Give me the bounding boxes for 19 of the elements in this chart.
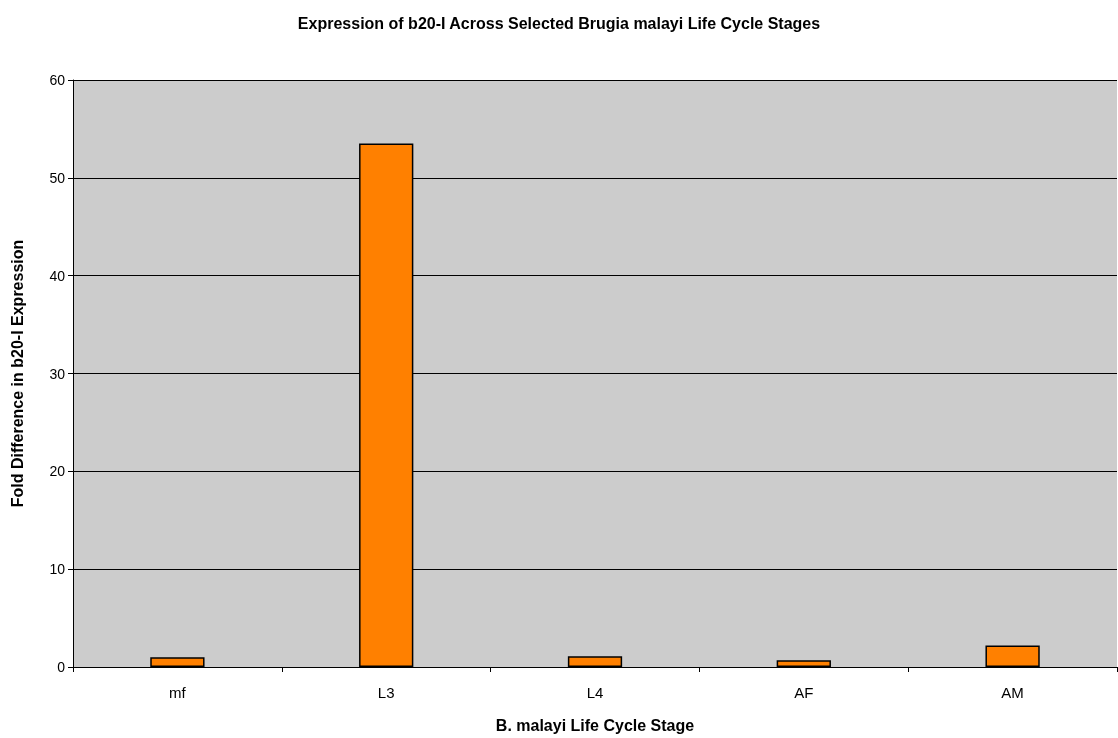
x-tick-label: AM: [1001, 684, 1024, 701]
x-tick-label: L3: [377, 684, 395, 701]
x-tick-label: mf: [169, 684, 187, 701]
y-tick-label: 10: [49, 561, 66, 578]
y-tick-label: 20: [49, 463, 66, 480]
y-tick-label: 50: [49, 169, 66, 186]
y-tick-label: 30: [49, 365, 66, 382]
x-axis-title: B. malayi Life Cycle Stage: [495, 716, 695, 734]
y-tick-label: 40: [49, 267, 66, 284]
chart-title: Expression of b20-I Across Selected Brugia malayi Life Cycle Stages: [297, 14, 821, 32]
bar: [776, 660, 831, 667]
y-axis-title: Fold Difference in b20-I Expression: [8, 239, 26, 508]
y-tick-label: 0: [57, 659, 66, 675]
bar: [567, 656, 623, 667]
x-tick-label: L4: [586, 684, 604, 701]
bar: [150, 657, 205, 667]
bar: [985, 645, 1040, 667]
y-tick-label: 60: [49, 72, 66, 88]
x-tick-label: AF: [794, 684, 814, 701]
